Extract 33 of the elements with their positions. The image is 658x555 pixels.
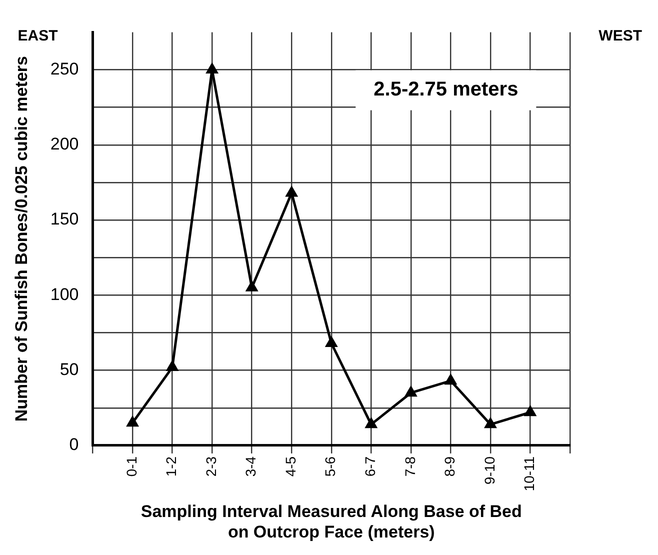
point: [286, 186, 298, 197]
point: [366, 418, 377, 428]
text: WEST: [598, 27, 642, 44]
x-tick-label: 2-3: [202, 456, 219, 477]
x-tick-label: 1-2: [163, 456, 180, 477]
point: [166, 361, 178, 372]
point: [405, 386, 416, 397]
x-tick-label: 0-1: [123, 456, 140, 477]
annotation: 2.5-2.75 meters: [374, 78, 518, 101]
text: EAST: [18, 27, 58, 44]
y-tick-label: 50: [60, 360, 79, 379]
x-tick-label: 9-10: [481, 456, 498, 484]
y-tick-label: 200: [50, 134, 79, 154]
point: [206, 64, 218, 74]
point: [246, 281, 258, 292]
point: [126, 416, 138, 427]
y-tick-label: 150: [50, 210, 79, 229]
x-tick-label: 6-7: [362, 456, 378, 477]
point: [326, 337, 337, 347]
x-tick-label: 7-8: [402, 456, 418, 477]
point: [524, 406, 536, 416]
point: [484, 418, 496, 428]
x-tick-label: 4-5: [282, 456, 298, 477]
x-tick-label: 10-11: [521, 456, 538, 492]
x-axis-title: Sampling Interval Measured Along Base of Bed on Outcrop Face (meters): [140, 502, 522, 542]
x-tick-label: 8-9: [442, 456, 458, 477]
y-tick-label: 100: [50, 284, 79, 304]
x-tick-label: 5-6: [322, 456, 338, 477]
point: [445, 374, 456, 385]
x-tick-label: 3-4: [242, 456, 259, 477]
y-axis-title: Number of Sunfish Bones/0.025 cubic meters: [12, 56, 31, 422]
y-tick-label: 250: [50, 59, 79, 78]
y-tick-label: 0: [69, 435, 79, 454]
